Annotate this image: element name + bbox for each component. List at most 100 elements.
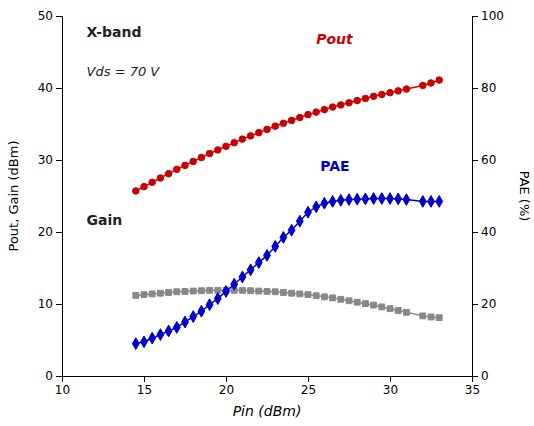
marker xyxy=(190,158,197,165)
marker xyxy=(182,162,189,169)
marker xyxy=(182,288,188,294)
axis-line xyxy=(63,377,473,383)
marker xyxy=(330,295,336,301)
marker xyxy=(231,278,238,290)
marker xyxy=(272,241,279,253)
marker xyxy=(329,196,336,208)
tick: 30 xyxy=(383,376,398,397)
marker xyxy=(190,288,196,294)
marker xyxy=(165,170,172,177)
marker xyxy=(132,338,139,350)
tick: 40 xyxy=(38,81,62,95)
plot-area: 10152025303501020304050020406080100X-ban… xyxy=(38,9,504,396)
chart: 10152025303501020304050020406080100X-ban… xyxy=(0,0,534,426)
series-line xyxy=(136,290,439,317)
marker xyxy=(428,196,435,208)
marker xyxy=(297,114,304,121)
tick: 50 xyxy=(38,9,62,23)
marker xyxy=(247,264,254,276)
tick: 25 xyxy=(301,376,316,397)
marker xyxy=(133,292,139,298)
tick: 30 xyxy=(38,153,62,167)
marker xyxy=(206,299,213,311)
marker xyxy=(420,313,426,319)
tick-mark xyxy=(56,160,62,161)
marker xyxy=(198,288,204,294)
marker xyxy=(419,196,426,208)
marker xyxy=(403,194,410,206)
marker xyxy=(354,193,361,205)
marker xyxy=(436,196,443,208)
marker xyxy=(387,89,394,96)
tick: 0 xyxy=(45,369,62,383)
series-layer xyxy=(132,77,442,350)
tick-label: 25 xyxy=(301,383,316,397)
marker xyxy=(272,123,279,130)
tick-label: 10 xyxy=(55,383,70,397)
tick-mark xyxy=(226,376,227,382)
marker xyxy=(149,179,156,186)
marker xyxy=(395,193,402,205)
annotation: PAE xyxy=(320,158,349,174)
marker xyxy=(354,299,360,305)
marker xyxy=(141,292,147,298)
tick: 35 xyxy=(465,376,480,397)
marker xyxy=(198,305,205,317)
series-line xyxy=(136,80,439,191)
tick-label: 15 xyxy=(137,383,152,397)
marker xyxy=(395,88,402,95)
tick-mark xyxy=(472,376,478,377)
marker xyxy=(288,224,295,236)
tick-mark xyxy=(144,376,145,382)
marker xyxy=(370,193,377,205)
marker xyxy=(305,292,311,298)
marker xyxy=(165,325,172,337)
tick-mark xyxy=(472,160,478,161)
annotation: Pout xyxy=(316,31,354,47)
marker xyxy=(264,126,271,133)
marker xyxy=(247,133,254,140)
series xyxy=(133,287,442,320)
marker xyxy=(239,136,246,143)
series xyxy=(132,193,442,350)
marker xyxy=(420,82,427,89)
tick-label: 30 xyxy=(383,383,398,397)
tick-label: 50 xyxy=(38,9,53,23)
marker xyxy=(297,291,303,297)
marker xyxy=(337,194,344,206)
y-axis: 0 10 20 30 40 50 xyxy=(38,9,63,383)
marker xyxy=(173,322,180,334)
marker xyxy=(387,306,393,312)
tick-mark xyxy=(56,304,62,305)
tick-mark xyxy=(308,376,309,382)
marker xyxy=(403,309,409,315)
tick-label: 20 xyxy=(38,225,53,239)
marker xyxy=(255,257,262,269)
tick-label: 100 xyxy=(481,9,504,23)
x-axis: 10 15 20 25 30 35 xyxy=(55,376,480,397)
x-axis-title: Pin (dBm) xyxy=(233,403,302,419)
marker xyxy=(280,232,287,244)
marker xyxy=(321,106,328,113)
marker xyxy=(305,111,312,118)
y-axis-title: Pout, Gain (dBm) xyxy=(6,141,21,252)
marker xyxy=(174,289,180,295)
tick-mark xyxy=(472,304,478,305)
tick-label: 20 xyxy=(481,297,496,311)
marker xyxy=(362,95,369,102)
marker xyxy=(174,166,181,173)
marker xyxy=(362,301,368,307)
tick: 20 xyxy=(219,376,234,397)
marker xyxy=(378,193,385,205)
tick: 80 xyxy=(472,81,496,95)
tick-label: 10 xyxy=(38,297,53,311)
tick-mark xyxy=(472,16,478,17)
marker xyxy=(157,290,163,296)
tick-mark xyxy=(472,232,478,233)
tick-mark xyxy=(472,88,478,89)
y2-axis-title: PAE (%) xyxy=(517,171,532,222)
tick: 10 xyxy=(55,376,70,397)
marker xyxy=(313,201,320,213)
tick-label: 35 xyxy=(465,383,480,397)
marker xyxy=(371,302,377,308)
